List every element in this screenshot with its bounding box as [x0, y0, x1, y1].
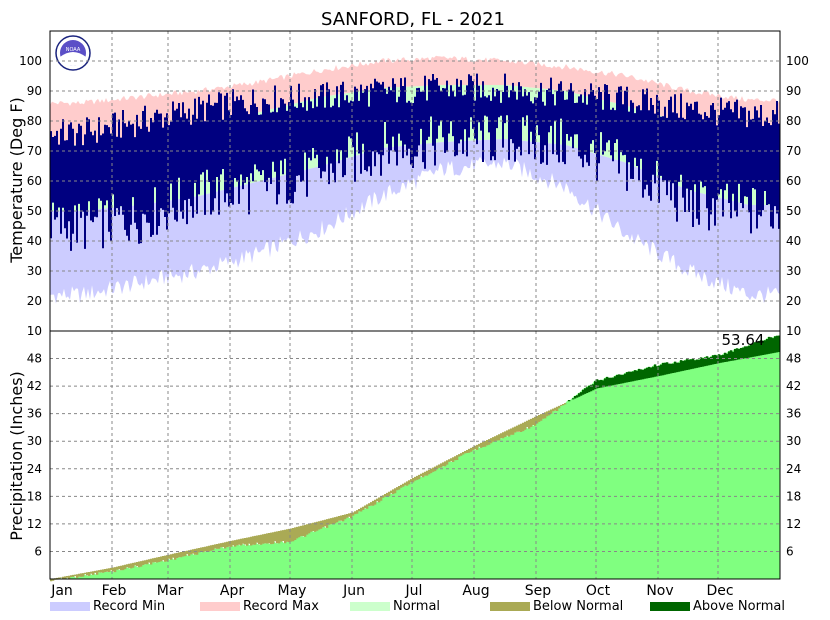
- month-label: Apr: [220, 583, 244, 599]
- temp-tick-right: 60: [786, 174, 801, 188]
- temperature-axis-label: Temperature (Deg F): [7, 97, 26, 264]
- legend-swatch: [200, 602, 240, 611]
- temp-tick-left: 70: [27, 144, 42, 158]
- observed-precipitation-area: [50, 335, 780, 579]
- above-normal-area: [566, 335, 781, 403]
- legend-label: Record Max: [243, 599, 319, 614]
- month-label: Jan: [50, 583, 73, 599]
- month-label: Dec: [706, 583, 733, 599]
- precip-tick-left: 18: [27, 489, 42, 503]
- temp-tick-right: 100: [786, 54, 809, 68]
- legend-label: Normal: [393, 599, 440, 614]
- precip-tick-right: 42: [786, 379, 801, 393]
- month-label: Jul: [405, 583, 423, 599]
- legend-swatch: [650, 602, 690, 611]
- temp-tick-left: 50: [27, 204, 42, 218]
- precip-tick-right: 24: [786, 462, 801, 476]
- precip-tick-left: 24: [27, 462, 42, 476]
- record-max-band: [50, 55, 780, 146]
- legend-label: Record Min: [93, 599, 165, 614]
- precip-tick-right: 12: [786, 517, 801, 531]
- temp-tick-left: 80: [27, 114, 42, 128]
- chart-title: SANFORD, FL - 2021: [321, 9, 505, 30]
- precip-top-tick-right: 10: [786, 324, 801, 338]
- precip-tick-right: 18: [786, 489, 801, 503]
- legend-label: Below Normal: [533, 599, 623, 614]
- legend-swatch: [350, 602, 390, 611]
- temp-tick-left: 20: [27, 294, 42, 308]
- axis-ticks: 20 20 30 30 40 40 50 50 60 60 70 70 80 80 90 90 100 100 10…: [19, 54, 809, 599]
- temp-tick-right: 50: [786, 204, 801, 218]
- precipitation-axis-label: Precipitation (Inches): [7, 371, 26, 541]
- precip-tick-right: 30: [786, 434, 801, 448]
- precip-tick-right: 36: [786, 407, 801, 421]
- legend: Record Min Record Max Normal Below Normal Ab…: [50, 599, 785, 614]
- precip-tick-left: 42: [27, 379, 42, 393]
- month-label: Sep: [525, 583, 552, 599]
- temp-tick-left: 100: [19, 54, 42, 68]
- month-label: Feb: [102, 583, 127, 599]
- temp-tick-right: 40: [786, 234, 801, 248]
- precip-total-annotation: 53.64: [722, 331, 765, 349]
- logo-text: NOAA: [66, 47, 81, 53]
- legend-swatch: [490, 602, 530, 611]
- precipitation-panel: [50, 335, 781, 582]
- temp-tick-left: 90: [27, 84, 42, 98]
- month-label: Nov: [646, 583, 673, 599]
- observed-temperature-range: [50, 73, 780, 251]
- month-label: Jun: [342, 583, 365, 599]
- temperature-panel: [50, 55, 780, 304]
- outer-frame: [49, 30, 781, 580]
- temp-tick-left: 40: [27, 234, 42, 248]
- plot-frames: [49, 30, 781, 580]
- precip-tick-left: 6: [34, 544, 42, 558]
- grid-lines: [50, 31, 780, 579]
- temp-tick-right: 90: [786, 84, 801, 98]
- temp-tick-left: 30: [27, 264, 42, 278]
- month-label: May: [278, 583, 307, 599]
- precip-tick-right: 48: [786, 352, 801, 366]
- temp-tick-right: 80: [786, 114, 801, 128]
- noaa-logo: NOAA: [55, 35, 91, 71]
- precip-tick-left: 12: [27, 517, 42, 531]
- month-label: Oct: [586, 583, 611, 599]
- temp-tick-right: 30: [786, 264, 801, 278]
- precip-tick-left: 30: [27, 434, 42, 448]
- temp-tick-right: 70: [786, 144, 801, 158]
- month-label: Aug: [462, 583, 489, 599]
- temp-tick-left: 60: [27, 174, 42, 188]
- month-label: Mar: [157, 583, 184, 599]
- legend-swatch: [50, 602, 90, 611]
- temp-tick-right: 20: [786, 294, 801, 308]
- precip-tick-left: 36: [27, 407, 42, 421]
- legend-label: Above Normal: [693, 599, 785, 614]
- precip-tick-right: 6: [786, 544, 794, 558]
- precip-tick-left: 48: [27, 352, 42, 366]
- precip-top-tick-left: 10: [27, 324, 42, 338]
